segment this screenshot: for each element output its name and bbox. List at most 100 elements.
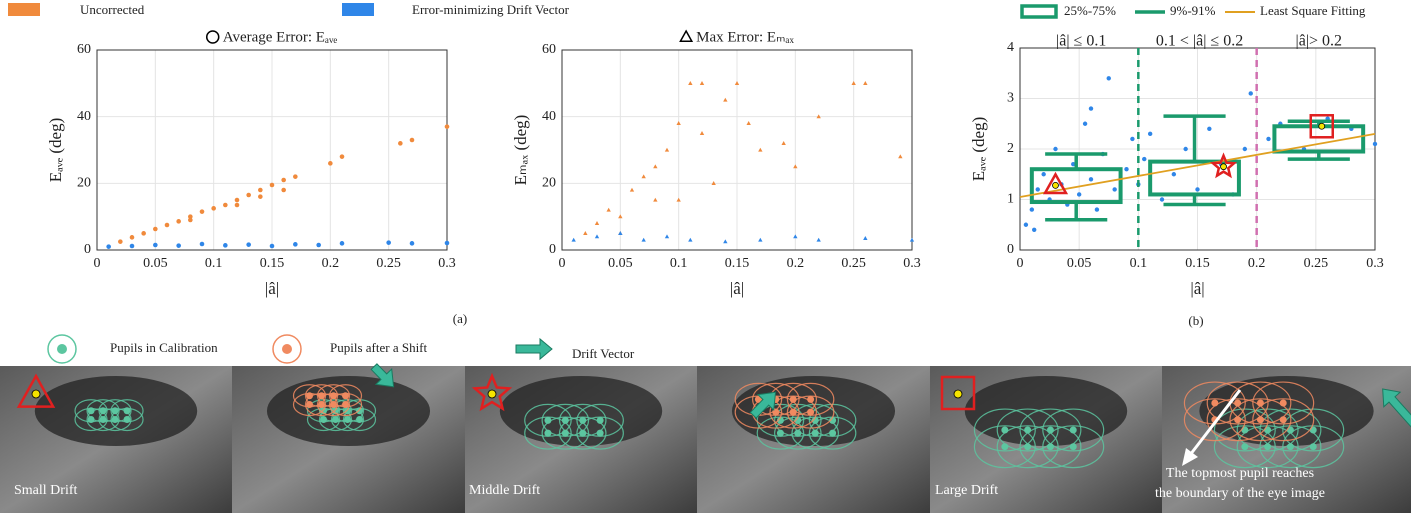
point — [1124, 167, 1129, 172]
pupil-ring — [576, 416, 624, 450]
pupil-center — [342, 401, 350, 409]
x-tick-label: 0.3 — [438, 256, 456, 271]
point — [664, 234, 670, 239]
pupil-center — [829, 416, 837, 424]
x-tick-label: 0 — [559, 256, 566, 271]
pupil-ring — [1236, 408, 1299, 452]
point — [699, 81, 705, 85]
pupil-ring — [110, 407, 144, 432]
x-axis-label: |â| — [730, 279, 744, 298]
point — [234, 197, 240, 203]
legend-icon — [57, 344, 67, 354]
legend-text: 25%-75% — [1064, 3, 1116, 18]
point — [653, 197, 658, 202]
point — [176, 219, 181, 224]
pupil-ring — [1282, 408, 1345, 452]
point — [641, 237, 646, 242]
pupil-center — [1069, 443, 1077, 451]
pupil-center — [1234, 416, 1242, 424]
panel-marker — [16, 373, 56, 408]
x-tick-label: 0.15 — [1185, 256, 1210, 271]
eye-images: Pupils in Calibration Pupils after a Shif… — [0, 334, 1411, 513]
drift-arrow — [749, 391, 777, 419]
x-tick-label: 0.15 — [260, 256, 285, 271]
panel-marker — [471, 372, 513, 412]
pupil-center — [794, 416, 802, 424]
pupil-ring — [1259, 425, 1322, 469]
point — [688, 81, 693, 85]
y-tick-label: 40 — [77, 109, 91, 124]
point — [1207, 126, 1212, 131]
pupil-center — [111, 416, 119, 424]
panel-label: Small Drift — [14, 483, 77, 498]
point — [269, 182, 275, 188]
point — [398, 141, 403, 146]
fit-line — [1019, 132, 1376, 198]
pupil-ring — [973, 408, 1036, 452]
pupil-center — [596, 416, 604, 424]
point — [199, 209, 205, 214]
point — [1142, 156, 1147, 162]
pupil-center — [579, 429, 587, 437]
point — [676, 197, 681, 202]
point — [1041, 172, 1046, 177]
y-axis-label: Eₐᵥₑ (deg) — [969, 117, 988, 182]
x-tick-label: 0.15 — [725, 256, 750, 271]
pupil-center — [123, 416, 131, 424]
x-tick-label: 0.25 — [376, 256, 401, 271]
y-tick-label: 1 — [1007, 192, 1014, 207]
point — [1023, 222, 1029, 227]
x-tick-label: 0 — [94, 256, 101, 271]
x-tick-label: 0.2 — [787, 256, 805, 271]
point — [409, 137, 415, 143]
point — [1171, 172, 1177, 177]
panel-marker-bg — [940, 375, 976, 411]
point — [281, 177, 286, 183]
pupil-center — [344, 416, 352, 424]
legend-swatch — [342, 3, 374, 16]
point — [293, 174, 298, 179]
legend-swatch — [8, 3, 40, 16]
mean-dot — [1318, 122, 1326, 130]
panel-label: Middle Drift — [469, 483, 540, 498]
x-tick-label: 0.05 — [1067, 256, 1092, 271]
panel-label: Large Drift — [935, 483, 998, 498]
pupil-center — [330, 401, 338, 409]
pupil-ring — [1236, 425, 1299, 469]
legend-text: Drift Vector — [572, 346, 635, 361]
point — [1147, 131, 1153, 137]
pupil-ring — [524, 416, 572, 450]
pupil-center — [544, 416, 552, 424]
pupil-center — [306, 401, 314, 409]
point — [129, 243, 135, 249]
point — [711, 181, 716, 185]
x-tick-label: 0.25 — [841, 256, 866, 271]
pupil-ring — [1183, 398, 1246, 442]
mean-marker — [1042, 171, 1069, 195]
point — [246, 242, 251, 247]
legend-icon — [47, 334, 77, 364]
point — [211, 206, 216, 211]
pupil-center — [99, 416, 107, 424]
box — [1029, 167, 1123, 205]
title-marker — [205, 30, 220, 44]
pupil-ring — [558, 416, 607, 450]
point — [409, 241, 415, 246]
mean-marker — [1309, 114, 1334, 139]
pupil-ring — [1042, 408, 1105, 452]
pupil-ring — [1252, 398, 1315, 442]
pupil-ring — [1213, 408, 1276, 452]
point — [223, 202, 228, 208]
pupil-ring — [996, 408, 1059, 452]
pupil-ring — [786, 395, 835, 429]
mean-dot — [1052, 181, 1059, 189]
pupil-center — [807, 395, 815, 403]
x-tick-label: 0.1 — [1130, 256, 1148, 271]
mean-marker — [1209, 152, 1238, 179]
figure-label: (a) — [453, 311, 467, 326]
point — [328, 161, 333, 166]
panel-marker-dot — [31, 389, 41, 399]
point — [153, 242, 158, 248]
point — [223, 243, 228, 248]
point — [583, 231, 588, 235]
